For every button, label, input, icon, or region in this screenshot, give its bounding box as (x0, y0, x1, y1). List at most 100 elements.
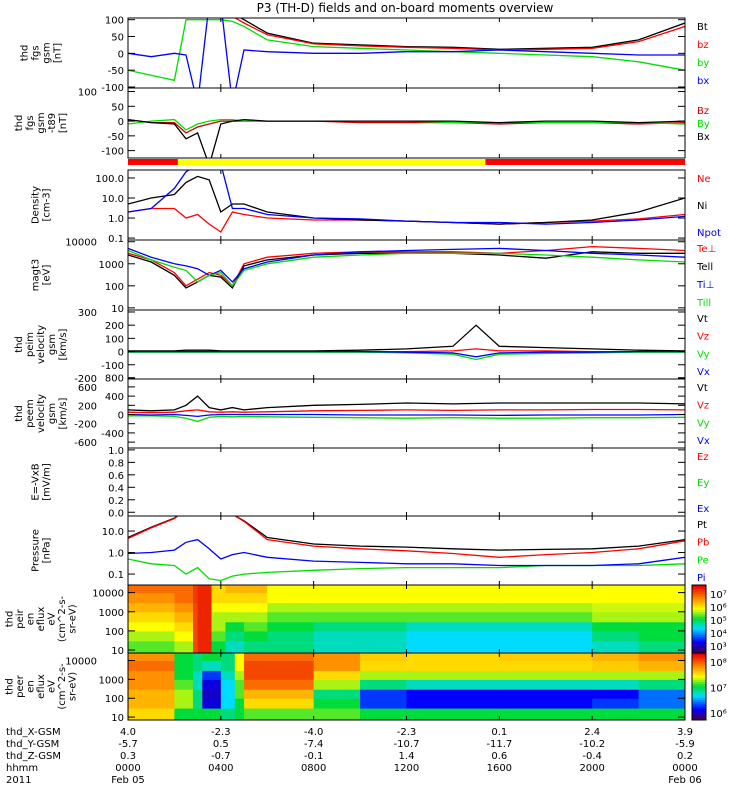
heatmap-cell (499, 585, 593, 594)
heatmap-cell (592, 660, 640, 671)
heatmap-cell (192, 602, 199, 613)
heatmap-cell (638, 708, 685, 720)
heatmap-cell (197, 640, 213, 653)
y-tick-label: 100 (105, 334, 124, 345)
legend-Npot: Npot (697, 228, 721, 239)
heatmap-cell (406, 592, 500, 604)
colorbar-segment (692, 659, 706, 663)
y-axis-label-line: gsm (42, 42, 53, 63)
colorbar: 10⁷ 10⁶ 10⁵ 10⁴ 10³ (691, 584, 727, 654)
heatmap-cell (197, 602, 213, 613)
colorbar-label: 10³ (710, 642, 727, 653)
legend-Vx: Vx (697, 436, 710, 447)
heatmap-cell (592, 653, 640, 662)
colorbar-segment (692, 657, 706, 661)
y-axis-label: thdpeemvelocitygsm[km/s] (14, 394, 69, 433)
time-column-value: Feb 05 (111, 775, 145, 786)
colorbar-segment (692, 704, 706, 708)
panel-peem-velocity: Vt Vz Vy Vx 800 600 400 200 0 -200 -400 -600 thdpeem… (14, 374, 710, 449)
time-column-value: -11.7 (486, 739, 512, 750)
y-tick-label: 100 (105, 627, 124, 638)
y-axis-label-line: peer (15, 674, 26, 698)
colorbar-segment (692, 585, 706, 588)
legend-Pi: Pi (697, 573, 706, 584)
heatmap-cell (499, 660, 593, 671)
heatmap-cell (202, 708, 222, 720)
legend-Vt: Vt (697, 314, 708, 325)
heatmap-cell (592, 679, 640, 690)
y-tick-label: 1.0 (108, 214, 124, 225)
y-axis: 300 200 100 0 -100 -200 (74, 308, 686, 385)
y-tick-label: 400 (105, 392, 124, 403)
colorbar-segment (692, 614, 706, 618)
legend-Vy: Vy (697, 349, 710, 360)
heatmap-cell (174, 621, 194, 632)
heatmap-cell (234, 708, 245, 720)
heatmap-cell (313, 611, 407, 623)
panel-frame (127, 378, 686, 449)
colorbar-segment (692, 668, 706, 672)
heatmap-cell (638, 689, 685, 699)
y-axis-label-line: (cm^2-s- (57, 663, 68, 710)
heatmap-cell (406, 630, 500, 642)
heatmap-cell (174, 640, 194, 653)
heatmap-cell (499, 698, 593, 709)
legend-Te⊥: Te⊥ (696, 244, 716, 255)
legend-Ez: Ez (697, 452, 709, 463)
heatmap-cell (638, 585, 685, 594)
colorbar-segment (692, 625, 706, 629)
heatmap-cell (592, 602, 640, 613)
time-column-value: 0.5 (213, 739, 229, 750)
y-axis-label: E=-VxB[mV/m] (31, 463, 53, 501)
legend-Vy: Vy (697, 418, 710, 429)
heatmap-cell (499, 708, 593, 720)
heatmap-cell (192, 611, 199, 623)
heatmap-cell (267, 611, 315, 623)
heatmap-cell (192, 653, 203, 662)
time-row-label: thd_Y-GSM (6, 739, 59, 750)
time-column-value: -0.1 (304, 751, 324, 762)
y-tick-label: -600 (74, 438, 97, 449)
series-line-Npot (128, 170, 685, 225)
y-axis: 1.00.8 0.60.4 0.20.0 (108, 446, 686, 519)
y-tick-label: 200 (105, 321, 124, 332)
y-axis: 100 50 0 -50 -100 (101, 16, 686, 94)
heatmap-cell (638, 621, 685, 632)
y-axis-label: Pressure[nPa] (31, 529, 53, 572)
time-column-value: 3.9 (677, 727, 693, 738)
figure-title: P3 (TH-D) fields and on-board moments ov… (257, 1, 554, 15)
colorbar: 10⁸ 10⁷ 10⁶ (691, 652, 727, 721)
y-tick-label: 0.0 (108, 508, 124, 519)
colorbar-segment (692, 706, 706, 710)
heatmap-cell (313, 698, 361, 709)
heatmap-cell (406, 611, 500, 623)
legend-Vz: Vz (697, 401, 709, 412)
heatmap-cell (192, 621, 199, 632)
series-line-Vy (128, 415, 685, 423)
panel-efield: Ez Ey Ex 1.00.8 0.60.4 0.20.0 E=-VxB[mV/m] (31, 446, 710, 519)
y-tick-label: 100.0 (95, 174, 124, 185)
heatmap-cell (197, 611, 213, 623)
heatmap-cell (360, 653, 407, 662)
time-column-value: 0800 (301, 763, 326, 774)
y-axis-label-line: en (26, 680, 37, 693)
legend-Vz: Vz (697, 332, 709, 343)
y-axis-label-line: (cm^2-s- (57, 595, 68, 642)
heatmap-cell (313, 670, 361, 680)
y-tick-label: -400 (101, 429, 124, 440)
heatmap-cell (267, 602, 315, 613)
heatmap-cell (197, 630, 213, 642)
heatmap-cell (174, 653, 194, 662)
colorbar-segment (692, 603, 706, 606)
colorbar-segment (692, 594, 706, 597)
y-axis-label-line: fgs (25, 115, 36, 130)
heatmap-cell (174, 708, 194, 720)
heatmap-cell (225, 640, 245, 653)
y-tick-label: 0.1 (108, 234, 124, 245)
heatmap-cell (592, 640, 640, 653)
y-tick-label: 1000 (99, 260, 124, 271)
heatmap-cell (220, 679, 236, 690)
heatmap-cell (128, 621, 175, 632)
panel-peir-spectrogram: 10⁷ 10⁶ 10⁵ 10⁴ 10³ 10000 1000 100 10 thdpeirenef… (5, 584, 727, 657)
heatmap-cell (592, 689, 640, 699)
